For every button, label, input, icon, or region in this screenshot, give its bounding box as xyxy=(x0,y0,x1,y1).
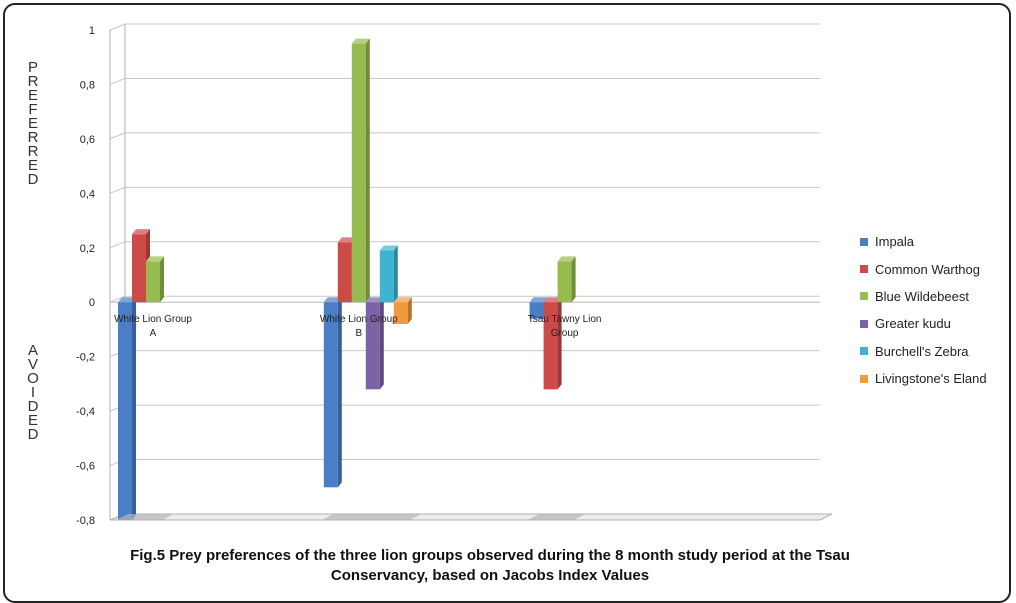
gridline-slant xyxy=(109,23,126,31)
bar-side xyxy=(365,38,370,303)
bar-front xyxy=(393,302,408,324)
bar-side xyxy=(379,297,384,390)
legend: Impala Common Warthog Blue Wildebeest Great… xyxy=(860,228,987,392)
bar-front xyxy=(132,234,146,303)
bar-shadow xyxy=(321,514,422,520)
bar-top xyxy=(337,237,356,243)
bar-front xyxy=(146,261,160,303)
bar xyxy=(323,297,342,488)
y-tick-label: 1 xyxy=(89,25,95,37)
legend-label: Livingstone's Eland xyxy=(875,371,987,387)
bar-side xyxy=(407,297,412,324)
bar-top xyxy=(118,297,136,303)
x-tick-label: Tsau Tawny Lion Group xyxy=(528,314,602,339)
y-tick-label: -0,4 xyxy=(76,406,95,418)
legend-item: Impala xyxy=(860,228,987,255)
legend-label: Burchell's Zebra xyxy=(875,343,969,359)
bar-front xyxy=(118,302,132,520)
bar xyxy=(543,297,562,390)
y-tick-label: -0,2 xyxy=(76,352,95,364)
bar-top xyxy=(543,297,562,303)
bar-side xyxy=(571,256,576,303)
bar-top xyxy=(365,297,384,303)
bar-front xyxy=(337,242,352,303)
bar-side xyxy=(393,245,398,303)
legend-swatch xyxy=(860,374,868,383)
gridline-slant xyxy=(109,77,126,85)
floor xyxy=(109,513,833,521)
x-tick-label: White Lion Group B xyxy=(320,314,398,339)
bar xyxy=(146,256,164,303)
legend-swatch xyxy=(860,347,868,356)
bar-front xyxy=(365,302,380,390)
bar xyxy=(118,297,136,520)
legend-item: Burchell's Zebra xyxy=(860,338,987,365)
x-tick-label: White Lion Group A xyxy=(114,314,192,339)
bar-top xyxy=(557,256,576,262)
legend-swatch xyxy=(860,292,868,301)
legend-label: Common Warthog xyxy=(875,261,980,277)
legend-swatch xyxy=(860,265,868,274)
bar xyxy=(365,297,384,390)
legend-item: Common Warthog xyxy=(860,255,987,282)
bar-top xyxy=(529,297,548,303)
bar-front xyxy=(379,250,394,303)
bar xyxy=(557,256,576,303)
chart-caption: Fig.5 Prey preferences of the three lion… xyxy=(130,547,850,584)
y-tick-label: -0,6 xyxy=(76,461,95,473)
bar-front xyxy=(557,261,572,303)
bar-top xyxy=(393,297,412,303)
legend-swatch xyxy=(860,237,868,246)
bar-top xyxy=(379,245,398,251)
bar-top xyxy=(351,38,370,44)
gridline-slant xyxy=(109,186,126,194)
bar-front xyxy=(529,302,544,319)
legend-label: Blue Wildebeest xyxy=(875,288,969,304)
bar xyxy=(379,245,398,303)
y-tick-label: -0,8 xyxy=(76,515,95,527)
bar-top xyxy=(323,297,342,303)
legend-swatch xyxy=(860,319,868,328)
bar-side xyxy=(160,256,164,303)
bar xyxy=(351,38,370,303)
bar xyxy=(393,297,412,324)
bar-shadow xyxy=(116,514,174,520)
bar-front xyxy=(351,43,366,303)
gridline-slant xyxy=(109,241,126,249)
legend-item: Blue Wildebeest xyxy=(860,283,987,310)
legend-label: Greater kudu xyxy=(875,316,951,332)
y-tick-label: 0,8 xyxy=(80,79,95,91)
bar-side xyxy=(337,297,342,488)
legend-item: Livingstone's Eland xyxy=(860,365,987,392)
y-tick-label: 0,2 xyxy=(80,243,95,255)
bar-shadow xyxy=(527,514,586,520)
bar-top xyxy=(146,256,164,262)
y-tick-label: 0 xyxy=(89,297,95,309)
legend-item: Greater kudu xyxy=(860,310,987,337)
bar-top xyxy=(132,229,150,235)
legend-label: Impala xyxy=(875,234,915,250)
bar-front xyxy=(323,302,338,488)
bar-side xyxy=(557,297,562,390)
plot-wall xyxy=(125,24,820,514)
bar-side xyxy=(132,297,136,520)
y-tick-label: 0,4 xyxy=(80,188,95,200)
y-tick-label: 0,6 xyxy=(80,134,95,146)
bar-front xyxy=(543,302,558,390)
gridline-slant xyxy=(109,132,126,140)
